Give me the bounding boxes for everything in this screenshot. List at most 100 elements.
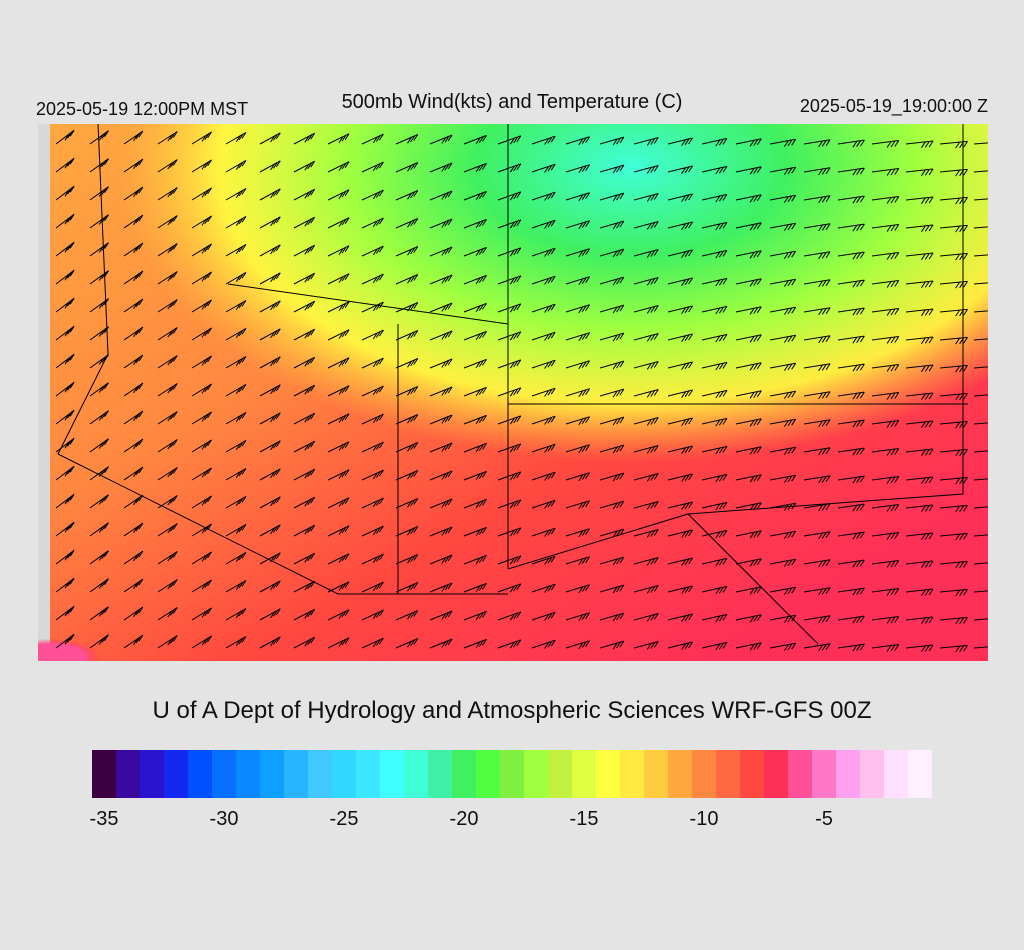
wind-barb: [225, 607, 247, 621]
wind-barb: [293, 300, 316, 313]
wind-barb: [769, 138, 797, 147]
colorbar-ticks: -35 -30 -25 -20 -15 -10 -5: [0, 808, 1024, 838]
wind-barb: [531, 639, 556, 649]
wind-barb: [599, 640, 625, 650]
colorbar-swatch: [524, 750, 549, 798]
wind-barb: [837, 391, 865, 400]
wind-barb: [837, 279, 865, 288]
wind-barb: [361, 581, 384, 593]
wind-barb: [803, 195, 831, 204]
wind-barb: [565, 220, 591, 230]
wind-barb: [701, 501, 728, 511]
wind-barb: [259, 384, 281, 397]
wind-barb: [871, 308, 900, 316]
wind-barb: [701, 529, 728, 539]
wind-barb: [123, 354, 144, 369]
wind-barb: [191, 467, 213, 481]
colorbar-swatch: [188, 750, 213, 798]
wind-barb: [633, 529, 659, 538]
wind-barb: [463, 218, 487, 229]
wind-barb: [599, 248, 625, 258]
wind-barb: [701, 389, 728, 399]
colorbar-swatch: [620, 750, 645, 798]
wind-barb: [361, 301, 384, 313]
wind-barb: [565, 304, 591, 314]
wind-barb: [939, 308, 968, 317]
wind-barb: [837, 139, 865, 148]
wind-barb: [225, 383, 247, 397]
wind-barb: [225, 551, 247, 565]
wind-barb: [55, 493, 75, 509]
wind-barb: [973, 450, 988, 453]
wind-barb: [361, 385, 384, 397]
wind-barb: [871, 168, 900, 176]
wind-barb: [667, 249, 694, 258]
wind-barb: [837, 475, 865, 484]
wind-barb: [599, 332, 625, 342]
wind-barb: [769, 446, 797, 455]
wind-barb: [429, 498, 453, 509]
wind-barb: [667, 445, 694, 454]
wind-barb: [497, 443, 522, 453]
wind-barb: [531, 555, 556, 565]
wind-barb: [667, 361, 694, 370]
wind-barb: [89, 158, 109, 173]
wind-barb: [293, 356, 316, 369]
wind-barb: [123, 578, 144, 593]
temperature-colorbar: [92, 750, 932, 798]
wind-barb: [565, 472, 591, 482]
wind-barb: [157, 187, 178, 201]
wind-barb: [225, 215, 247, 229]
wind-barb: [701, 137, 728, 147]
wind-barb: [905, 476, 934, 485]
colorbar-swatch: [548, 750, 573, 798]
colorbar-swatch: [428, 750, 453, 798]
wind-barb: [531, 191, 556, 201]
wind-barb: [497, 247, 522, 257]
colorbar-swatch: [908, 750, 932, 798]
warm-air-region: [38, 579, 258, 661]
wind-barb: [531, 219, 556, 229]
wind-barb: [157, 299, 178, 313]
wind-barb: [735, 138, 762, 147]
wind-barb: [89, 382, 109, 397]
wind-barb: [395, 190, 419, 201]
wind-barb: [191, 355, 213, 369]
wind-barb: [837, 419, 865, 428]
wind-barb: [735, 418, 762, 427]
wind-barb: [735, 306, 762, 315]
wind-barb: [361, 217, 384, 229]
wind-barb: [361, 609, 384, 621]
wind-barb: [633, 501, 659, 510]
wind-barb: [939, 588, 968, 597]
wind-barb: [633, 445, 659, 454]
wind-barb: [701, 585, 728, 595]
wind-barb: [293, 244, 316, 257]
wind-barb: [395, 582, 419, 593]
wind-barb: [259, 132, 281, 145]
colorbar-tick-label: -10: [689, 808, 719, 830]
wind-barb: [599, 304, 625, 314]
wind-barb: [157, 355, 178, 369]
wind-barb: [769, 474, 797, 483]
wind-barb: [871, 224, 900, 232]
wind-barb: [633, 557, 659, 566]
wind-barb: [191, 495, 213, 509]
wind-barb: [803, 419, 831, 428]
colorbar-swatch: [140, 750, 165, 798]
colorbar-swatch: [404, 750, 429, 798]
wind-barb: [55, 185, 75, 201]
wind-barb: [701, 193, 728, 203]
wind-barb: [735, 166, 762, 175]
wind-barb: [769, 250, 797, 259]
wind-barb: [123, 214, 144, 229]
wind-barb: [735, 362, 762, 371]
wind-barb: [973, 198, 988, 201]
wind-barb: [701, 641, 728, 651]
wind-barb: [735, 502, 762, 511]
wind-barb: [565, 136, 591, 146]
wind-barb: [259, 244, 281, 257]
state-boundaries: [57, 124, 968, 645]
wind-barb: [633, 585, 659, 594]
wind-barb: [905, 196, 934, 205]
